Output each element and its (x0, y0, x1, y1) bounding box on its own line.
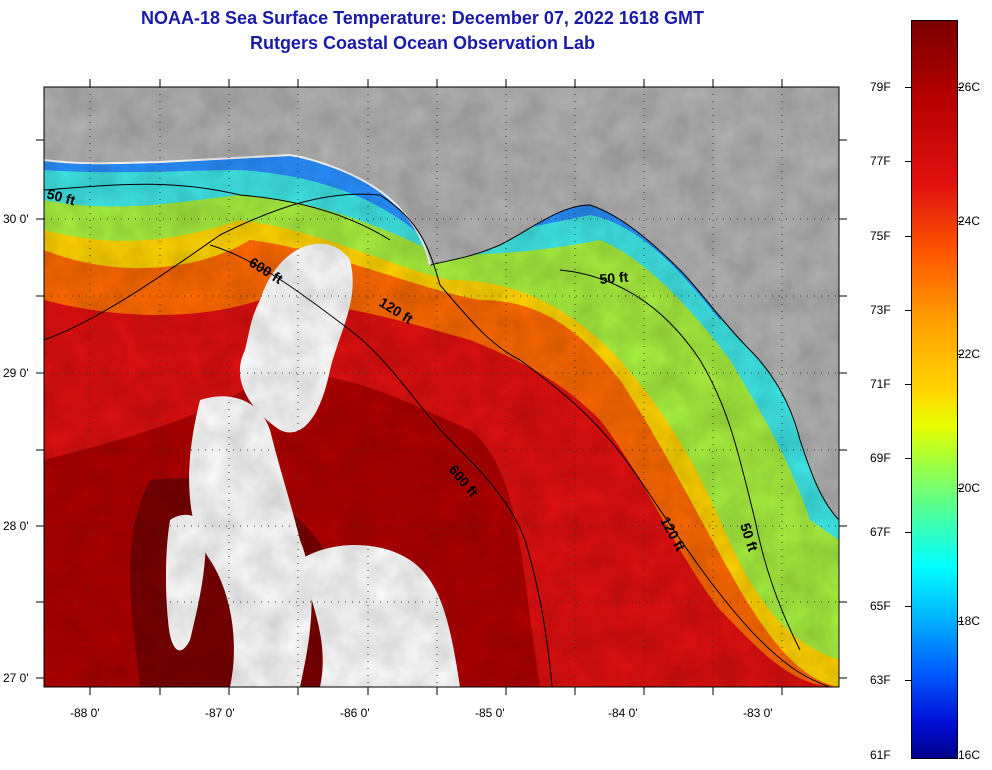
colorbar-tick (905, 680, 911, 681)
colorbar-tick (905, 310, 911, 311)
colorbar-fahrenheit-label: 63F (870, 673, 891, 687)
latitude-label: 30 0' (3, 212, 29, 226)
colorbar-fahrenheit-label: 77F (870, 154, 891, 168)
map-subtitle: Rutgers Coastal Ocean Observation Lab (249, 33, 596, 53)
colorbar-tick (957, 221, 963, 222)
map-frame (43, 86, 840, 688)
colorbar-fahrenheit-label: 61F (870, 748, 891, 762)
colorbar-celsius-label: 18C (958, 614, 981, 628)
colorbar-fahrenheit-label: 65F (870, 599, 891, 613)
colorbar-tick (905, 161, 911, 162)
colorbar-tick (957, 488, 963, 489)
contour-label: 50 ft (45, 185, 77, 208)
colorbar-celsius-label: 22C (958, 347, 981, 361)
colorbar-tick (957, 87, 963, 88)
colorbar-tick (957, 621, 963, 622)
colorbar-fahrenheit-label: 71F (870, 377, 891, 391)
temperature-colorbar (911, 20, 958, 759)
colorbar-fahrenheit-label: 69F (870, 451, 891, 465)
longitude-label: -87 0' (205, 706, 235, 720)
latitude-label: 27 0' (3, 671, 29, 685)
colorbar-tick (905, 606, 911, 607)
sst-texture (44, 87, 839, 687)
colorbar-fahrenheit-label: 67F (870, 525, 891, 539)
longitude-label: -83 0' (743, 706, 773, 720)
colorbar-tick (957, 354, 963, 355)
latitude-label: 29 0' (3, 366, 29, 380)
longitude-label: -86 0' (340, 706, 370, 720)
colorbar-tick (905, 87, 911, 88)
contour-600ft (209, 244, 553, 687)
colorbar-tick (905, 384, 911, 385)
contour-50ft-west (44, 183, 391, 241)
longitude-label: -85 0' (475, 706, 505, 720)
colorbar-tick (905, 532, 911, 533)
colorbar-celsius-label: 26C (958, 80, 981, 94)
colorbar-celsius-label: 20C (958, 481, 981, 495)
latitude-label: 28 0' (3, 519, 29, 533)
longitude-label: -84 0' (608, 706, 638, 720)
colorbar-celsius-label: 16C (958, 748, 981, 762)
colorbar-fahrenheit-label: 75F (870, 229, 891, 243)
longitude-label: -88 0' (70, 706, 100, 720)
contour-label: 50 ft (599, 269, 629, 287)
colorbar-tick (905, 236, 911, 237)
map-title: NOAA-18 Sea Surface Temperature: Decembe… (141, 8, 704, 28)
colorbar-celsius-label: 24C (958, 214, 981, 228)
colorbar-fahrenheit-label: 73F (870, 303, 891, 317)
contour-50ft-east (559, 269, 801, 651)
frame-ticks (36, 79, 847, 695)
contour-120ft (44, 193, 831, 687)
colorbar-tick (905, 458, 911, 459)
colorbar-fahrenheit-label: 79F (870, 80, 891, 94)
